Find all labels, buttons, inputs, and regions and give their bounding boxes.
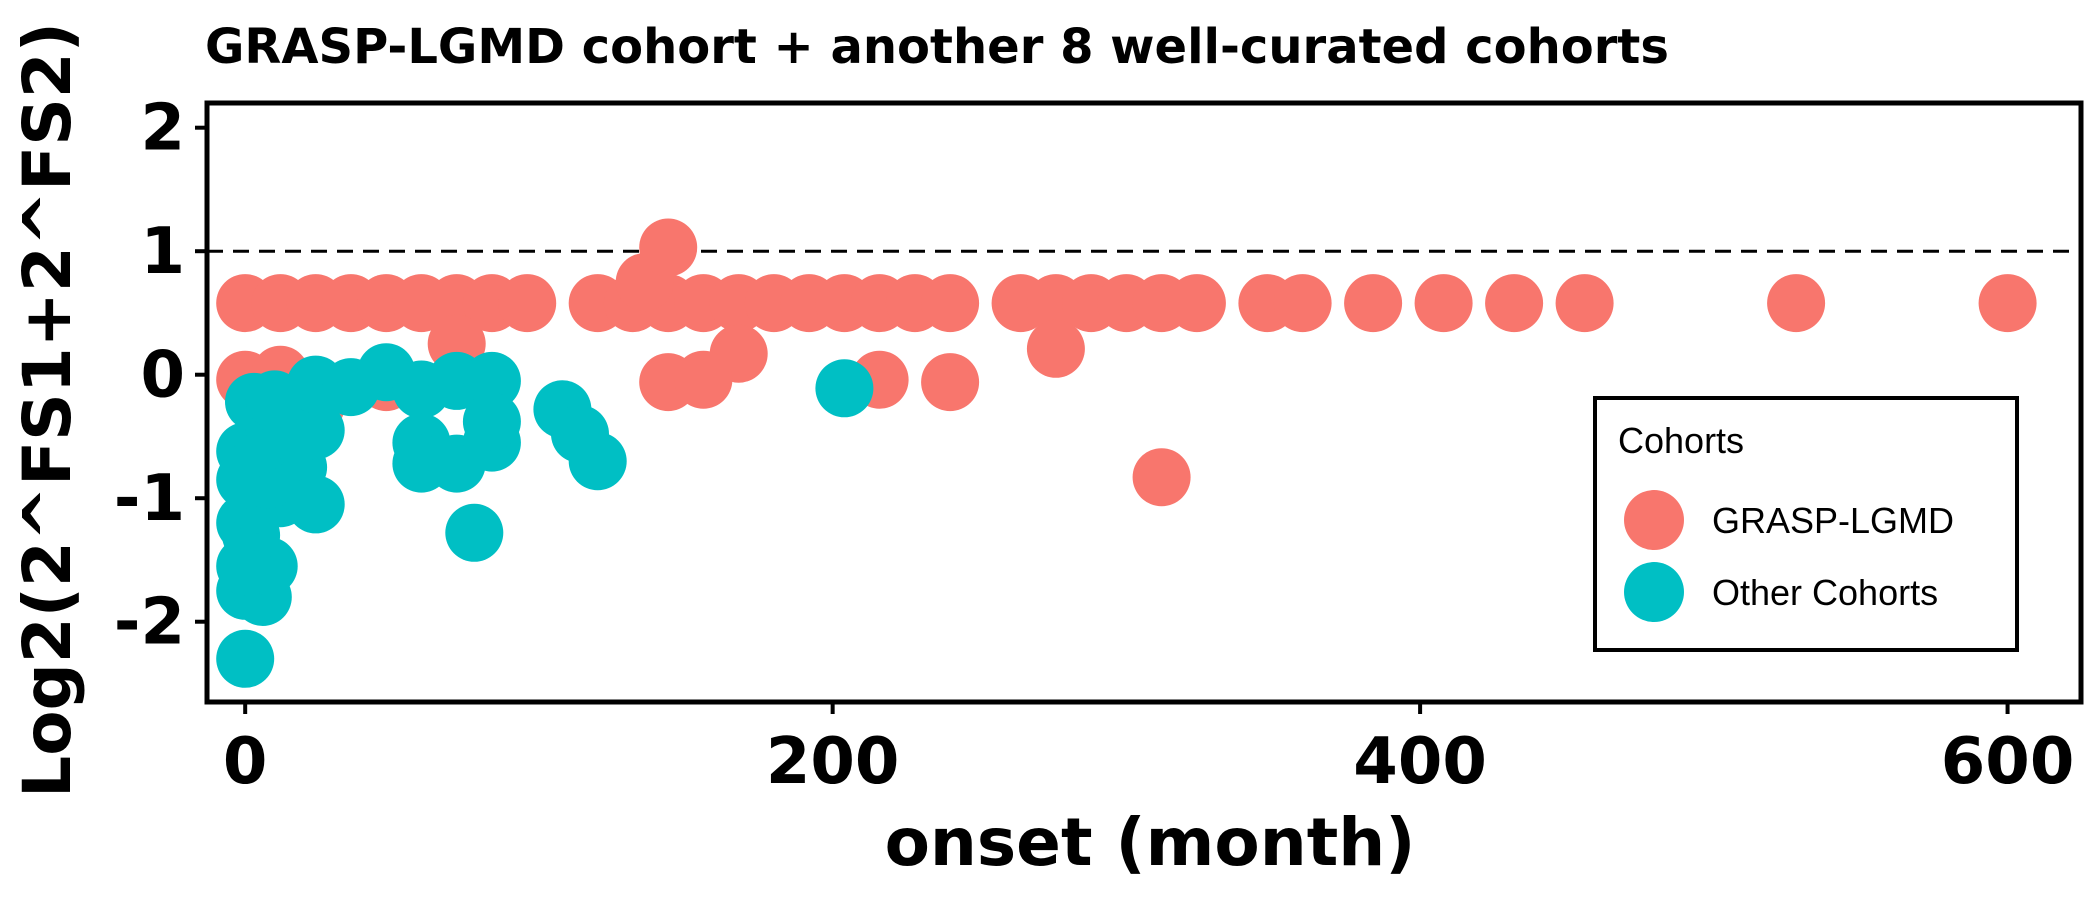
grasp-lgmd-point bbox=[1414, 274, 1473, 333]
y-axis-label: Log2(2^FS1+2^FS2) bbox=[9, 22, 86, 798]
x-tick-label: 0 bbox=[223, 725, 268, 799]
x-axis-ticks: 0 200 400 600 bbox=[223, 702, 2074, 799]
y-axis-ticks: -2 -1 0 1 2 bbox=[114, 92, 207, 660]
grasp-lgmd-point bbox=[921, 353, 980, 412]
chart-title: GRASP-LGMD cohort + another 8 well-curat… bbox=[205, 19, 1669, 75]
other-cohorts-point bbox=[216, 629, 275, 688]
grasp-lgmd-point bbox=[1026, 319, 1085, 378]
other-cohorts-point bbox=[286, 401, 345, 460]
y-tick-label: 0 bbox=[140, 339, 185, 413]
grasp-lgmd-point bbox=[1132, 448, 1191, 507]
grasp-lgmd-point bbox=[498, 274, 557, 333]
x-tick-label: 200 bbox=[766, 725, 900, 799]
legend-key-grasp-lgmd bbox=[1624, 490, 1684, 550]
grasp-lgmd-point bbox=[1344, 274, 1403, 333]
y-tick-label: -1 bbox=[114, 462, 185, 536]
x-axis-label: onset (month) bbox=[885, 804, 1416, 881]
grasp-lgmd-point bbox=[1767, 274, 1826, 333]
legend-label-other-cohorts: Other Cohorts bbox=[1712, 572, 1938, 613]
grasp-lgmd-point bbox=[1978, 274, 2037, 333]
y-tick-label: 1 bbox=[140, 215, 185, 289]
grasp-lgmd-point bbox=[1167, 274, 1226, 333]
other-cohorts-point bbox=[815, 359, 874, 418]
y-tick-label: 2 bbox=[140, 92, 185, 166]
grasp-lgmd-point bbox=[674, 350, 733, 409]
other-cohorts-point bbox=[462, 392, 521, 451]
other-cohorts-point bbox=[445, 503, 504, 562]
other-cohorts-point bbox=[462, 351, 521, 410]
x-tick-label: 600 bbox=[1941, 725, 2075, 799]
grasp-lgmd-point bbox=[1273, 274, 1332, 333]
grasp-lgmd-point bbox=[921, 274, 980, 333]
legend-key-other-cohorts bbox=[1624, 562, 1684, 622]
data-points bbox=[216, 218, 2037, 688]
grasp-lgmd-point bbox=[1485, 274, 1544, 333]
y-tick-label: -2 bbox=[114, 586, 185, 660]
legend: Cohorts GRASP-LGMD Other Cohorts bbox=[1593, 396, 2019, 652]
x-tick-label: 400 bbox=[1353, 725, 1487, 799]
legend-title: Cohorts bbox=[1618, 420, 1744, 461]
plot-panel-border bbox=[204, 100, 2084, 705]
legend-label-grasp-lgmd: GRASP-LGMD bbox=[1712, 500, 1954, 541]
other-cohorts-point bbox=[568, 432, 627, 491]
grasp-lgmd-point bbox=[1555, 274, 1614, 333]
grasp-lgmd-point bbox=[639, 218, 698, 277]
other-cohorts-point bbox=[286, 475, 345, 534]
